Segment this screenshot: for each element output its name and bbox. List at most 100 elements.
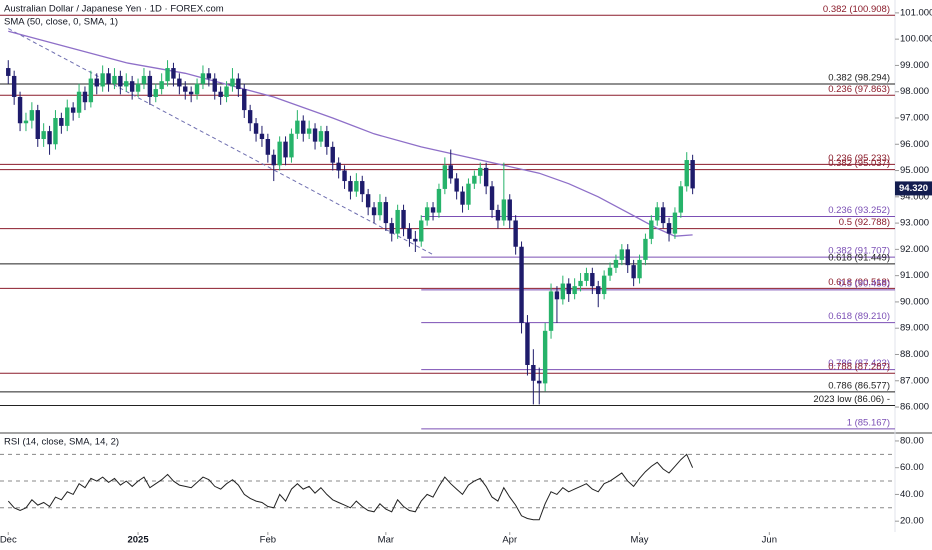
candle-body: [478, 167, 483, 176]
candle-body: [324, 131, 330, 147]
y-tick-label: 86.000: [900, 402, 929, 413]
candle-body: [389, 223, 394, 234]
candle-body: [124, 81, 129, 87]
candle-body: [413, 238, 418, 242]
candle-body: [70, 107, 76, 113]
candle-body: [371, 207, 377, 216]
candle-body: [554, 291, 560, 300]
candle-body: [690, 160, 695, 189]
candle-body: [566, 283, 571, 295]
candle-body: [183, 86, 188, 92]
candle-body: [100, 73, 105, 87]
y-tick-label: 91.000: [900, 270, 929, 281]
candle-body: [548, 291, 554, 331]
candle-body: [135, 83, 141, 92]
candle-body: [177, 78, 182, 87]
candle-body: [637, 259, 642, 279]
fib-label: 1 (85.167): [847, 417, 890, 428]
candle-body: [436, 188, 442, 213]
candle-body: [625, 249, 630, 266]
candle-body: [643, 238, 648, 260]
candle-body: [354, 181, 359, 192]
y-tick-label: 88.000: [900, 349, 929, 360]
candle-body: [442, 165, 448, 189]
candle-body: [295, 120, 300, 134]
y-tick-label: 98.000: [900, 86, 929, 97]
candle-body: [53, 117, 58, 145]
y-tick-label: 96.000: [900, 139, 929, 150]
candle-body: [330, 146, 335, 163]
candle-body: [224, 86, 229, 97]
candle-body: [236, 78, 241, 90]
candle-body: [153, 89, 158, 97]
candle-body: [112, 75, 117, 84]
candle-body: [483, 167, 489, 187]
y-tick-label: 100.000: [900, 34, 932, 45]
candle-body: [312, 128, 318, 142]
candle-body: [419, 220, 424, 242]
candle-body: [188, 91, 194, 95]
x-tick-label: May: [631, 535, 649, 546]
x-tick-label: 2025: [127, 535, 149, 546]
candle-body: [495, 209, 501, 221]
candle-body: [572, 286, 577, 295]
y-tick-label: 99.000: [900, 60, 929, 71]
candle-body: [118, 75, 123, 87]
candle-body: [537, 380, 542, 384]
fib-label: 0.382 (91.707): [828, 246, 890, 257]
candle-body: [253, 123, 259, 134]
candle-body: [542, 330, 548, 384]
candle-body: [200, 73, 206, 84]
candle-body: [383, 202, 389, 224]
candle-body: [23, 120, 29, 124]
candle-body: [230, 78, 235, 87]
candle-body: [318, 131, 324, 142]
candle-body: [560, 283, 566, 300]
candle-body: [601, 275, 607, 295]
candle-body: [525, 322, 530, 365]
candle-body: [513, 220, 518, 247]
candle-body: [619, 249, 625, 260]
candle-body: [607, 267, 613, 276]
fib-label: 0.5 (90.458): [839, 278, 890, 289]
fib-label: 0.788 (87.287): [828, 362, 890, 373]
fib-label: 0.5 (92.788): [839, 217, 890, 228]
x-tick-label: Feb: [260, 535, 276, 546]
rsi-tick-label: 60.00: [900, 462, 924, 473]
candle-body: [82, 91, 88, 103]
x-tick-label: Mar: [378, 535, 394, 546]
candle-body: [584, 273, 589, 281]
candle-body: [41, 131, 46, 140]
candle-body: [265, 139, 271, 155]
candle-body: [501, 199, 507, 221]
indicator-label: SMA (50, close, 0, SMA, 1): [4, 17, 118, 28]
candle-body: [259, 133, 265, 140]
y-tick-label: 87.000: [900, 375, 929, 386]
x-tick-label: Jun: [762, 535, 777, 546]
candle-body: [336, 162, 341, 171]
fib-label: 0.618 (90.518): [828, 277, 890, 288]
candle-body: [466, 183, 471, 205]
fib-label: 0.618 (89.210): [828, 311, 890, 322]
candle-body: [401, 209, 406, 229]
fib-label: 0.618 (91.449): [828, 252, 890, 263]
y-tick-label: 94.000: [900, 191, 929, 202]
x-tick-label: Dec: [0, 535, 17, 546]
candle-body: [507, 199, 512, 221]
y-tick-label: 101.000: [900, 7, 932, 18]
candle-body: [666, 223, 672, 234]
candle-body: [65, 107, 70, 126]
fib-label: 0.382 (98.294): [828, 72, 890, 83]
candle-body: [377, 202, 383, 216]
candle-body: [578, 280, 583, 287]
fib-label: 2023 low (86.06) -: [813, 394, 890, 405]
fib-label: 0.236 (93.252): [828, 205, 890, 216]
candle-body: [194, 83, 200, 95]
candle-body: [430, 207, 436, 213]
candle-body: [76, 91, 82, 113]
rsi-tick-label: 20.00: [900, 516, 924, 527]
chart-title: Australian Dollar / Japanese Yen · 1D · …: [4, 4, 224, 15]
candle-body: [283, 141, 288, 158]
candle-body: [460, 191, 465, 205]
